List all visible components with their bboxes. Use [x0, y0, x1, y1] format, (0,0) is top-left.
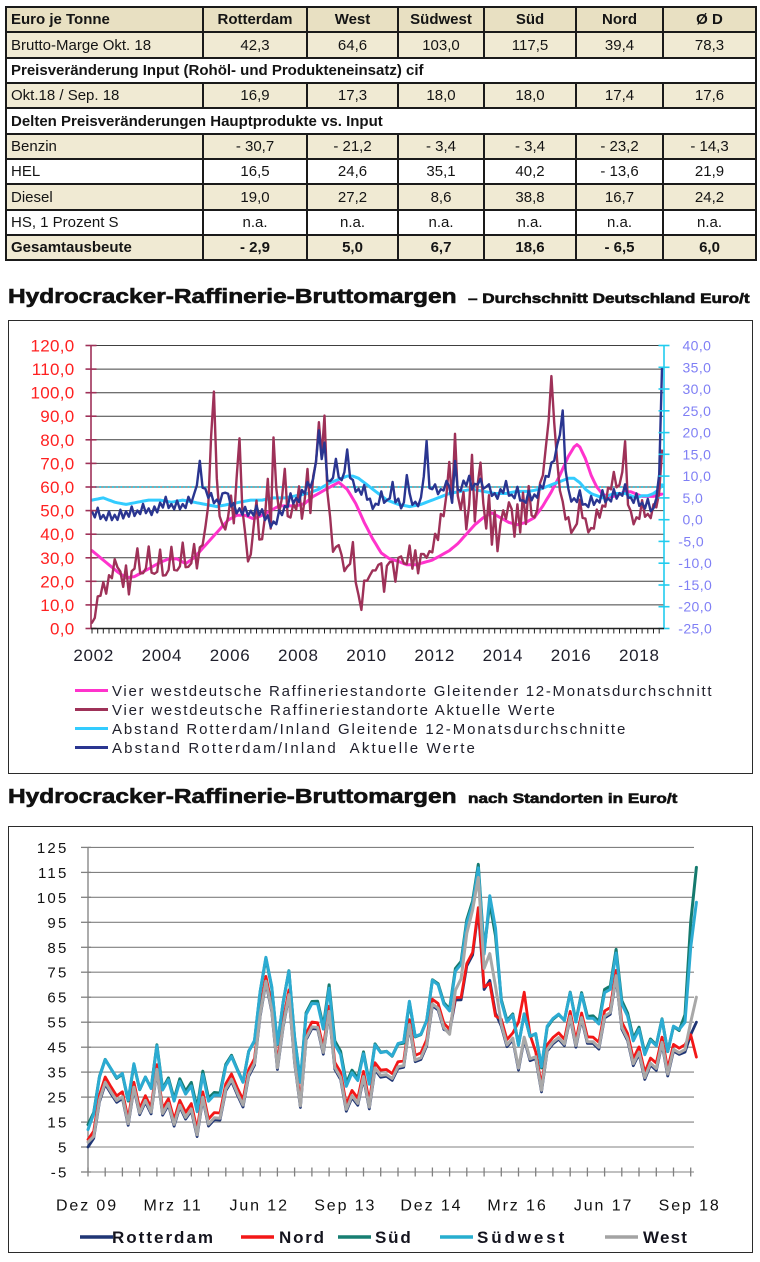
- svg-text:35: 35: [47, 1065, 68, 1082]
- svg-text:2002: 2002: [73, 646, 114, 665]
- svg-text:Abstand Rotterdam/Inland Aktu: Abstand Rotterdam/Inland Aktuelle Werte: [112, 740, 477, 757]
- svg-text:0,0: 0,0: [683, 512, 704, 528]
- svg-text:-25,0: -25,0: [678, 621, 712, 637]
- svg-text:95: 95: [47, 915, 68, 932]
- svg-text:-10,0: -10,0: [678, 555, 712, 571]
- svg-text:5,0: 5,0: [683, 490, 704, 506]
- svg-text:-20,0: -20,0: [678, 599, 712, 615]
- svg-text:30,0: 30,0: [40, 549, 74, 568]
- svg-text:0,0: 0,0: [50, 620, 75, 639]
- svg-text:Süd: Süd: [375, 1228, 413, 1247]
- svg-text:2012: 2012: [414, 646, 455, 665]
- svg-text:10,0: 10,0: [40, 596, 74, 615]
- svg-text:20,0: 20,0: [40, 572, 74, 591]
- svg-text:90,0: 90,0: [40, 407, 74, 426]
- svg-text:120,0: 120,0: [30, 337, 74, 356]
- svg-text:100,0: 100,0: [30, 384, 74, 403]
- svg-text:5: 5: [58, 1140, 69, 1157]
- svg-text:25,0: 25,0: [683, 403, 712, 419]
- svg-text:-15,0: -15,0: [678, 577, 712, 593]
- svg-text:105: 105: [37, 890, 69, 907]
- svg-text:Nord: Nord: [279, 1228, 326, 1247]
- svg-text:125: 125: [37, 840, 69, 857]
- svg-text:Rotterdam: Rotterdam: [112, 1228, 215, 1247]
- svg-text:55: 55: [47, 1015, 68, 1032]
- svg-text:-5: -5: [51, 1165, 69, 1182]
- svg-text:Dez 09: Dez 09: [56, 1198, 118, 1215]
- svg-text:40,0: 40,0: [40, 525, 74, 544]
- svg-text:2010: 2010: [346, 646, 387, 665]
- svg-text:2008: 2008: [278, 646, 319, 665]
- svg-text:Sep 13: Sep 13: [314, 1198, 376, 1215]
- svg-text:115: 115: [38, 865, 69, 882]
- svg-text:2004: 2004: [142, 646, 183, 665]
- svg-text:West: West: [643, 1228, 688, 1247]
- svg-text:40,0: 40,0: [683, 338, 712, 354]
- svg-text:45: 45: [47, 1040, 68, 1057]
- svg-text:Sep 18: Sep 18: [659, 1198, 721, 1215]
- svg-text:30,0: 30,0: [683, 381, 712, 397]
- svg-text:2016: 2016: [551, 646, 592, 665]
- svg-text:60,0: 60,0: [40, 478, 74, 497]
- svg-text:35,0: 35,0: [683, 359, 712, 375]
- svg-text:-5,0: -5,0: [678, 533, 704, 549]
- svg-text:15,0: 15,0: [683, 446, 712, 462]
- svg-text:Vier westdeutsche Raffineriest: Vier westdeutsche Raffineriestandorte Gl…: [112, 683, 713, 700]
- svg-text:2006: 2006: [210, 646, 251, 665]
- svg-text:65: 65: [47, 990, 68, 1007]
- svg-text:10,0: 10,0: [683, 468, 712, 484]
- svg-text:25: 25: [47, 1090, 68, 1107]
- svg-text:Mrz 16: Mrz 16: [487, 1198, 547, 1215]
- svg-text:80,0: 80,0: [40, 431, 74, 450]
- svg-text:70,0: 70,0: [40, 454, 74, 473]
- svg-text:Mrz 11: Mrz 11: [144, 1198, 203, 1215]
- svg-text:Dez 14: Dez 14: [400, 1198, 462, 1215]
- svg-text:20,0: 20,0: [683, 425, 712, 441]
- svg-text:Jun 17: Jun 17: [574, 1198, 633, 1215]
- svg-text:Südwest: Südwest: [477, 1228, 567, 1247]
- svg-text:75: 75: [47, 965, 68, 982]
- svg-text:50,0: 50,0: [40, 502, 74, 521]
- svg-text:Abstand Rotterdam/Inland Gleit: Abstand Rotterdam/Inland Gleitende 12-Mo…: [112, 721, 627, 738]
- svg-text:85: 85: [47, 940, 68, 957]
- svg-text:15: 15: [47, 1115, 68, 1132]
- svg-text:2018: 2018: [619, 646, 660, 665]
- svg-text:Jun 12: Jun 12: [229, 1198, 288, 1215]
- svg-text:Vier westdeutsche Raffineriest: Vier westdeutsche Raffineriestandorte Ak…: [112, 702, 557, 719]
- svg-text:2014: 2014: [483, 646, 524, 665]
- svg-text:110,0: 110,0: [32, 360, 75, 379]
